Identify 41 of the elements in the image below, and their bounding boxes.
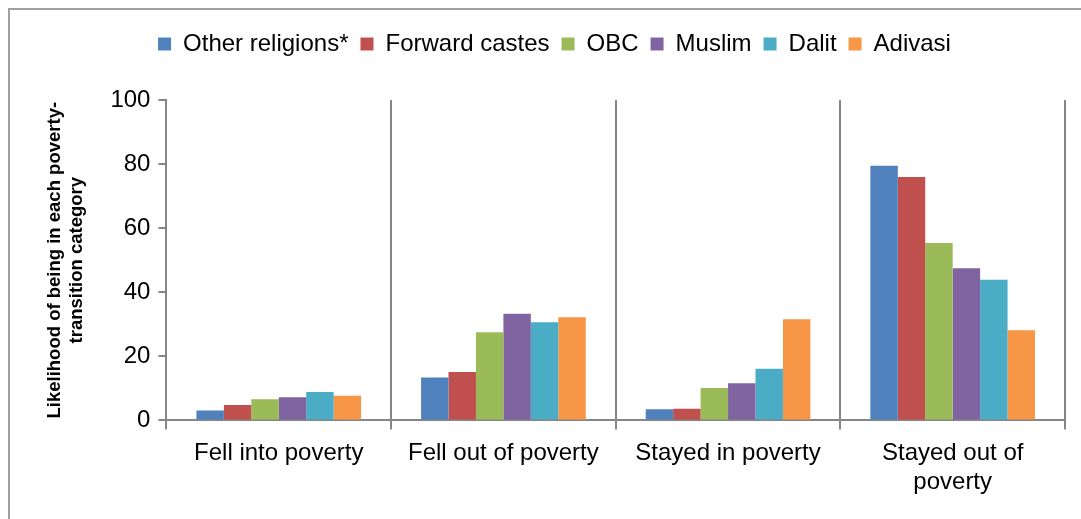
legend-label: Forward castes: [385, 28, 550, 56]
bar: [782, 319, 811, 420]
y-axis-title: Likelihood of being in each poverty-transition category: [43, 101, 87, 419]
bar: [700, 388, 729, 420]
y-tick-label: 20: [123, 340, 151, 368]
x-tick-label: Fell into poverty: [194, 438, 364, 466]
bar: [306, 391, 334, 420]
bar: [925, 242, 953, 420]
bar: [196, 410, 224, 420]
bar: [558, 317, 586, 420]
bar: [673, 408, 701, 420]
bar: [251, 399, 279, 420]
bar: [530, 322, 559, 420]
bar: [897, 176, 926, 420]
bar: [728, 383, 756, 420]
bar: [503, 313, 531, 420]
bar: [870, 165, 898, 420]
y-tick-label: 40: [123, 276, 151, 304]
bar: [448, 372, 476, 420]
bar: [980, 279, 1008, 420]
y-tick-label: 80: [123, 148, 151, 176]
y-tick-label: 60: [123, 212, 151, 240]
bar: [645, 409, 674, 420]
legend-label: OBC: [586, 28, 639, 56]
x-tick-label: Stayed out of poverty: [881, 438, 1024, 495]
legend-label: Dalit: [788, 28, 837, 56]
bar: [755, 368, 783, 420]
bar: [333, 395, 362, 420]
x-tick-label: Stayed in poverty: [635, 438, 821, 466]
legend-label: Adivasi: [873, 28, 951, 56]
bar: [223, 405, 252, 420]
bar: [475, 332, 504, 420]
x-tick-label: Fell out of poverty: [408, 438, 599, 466]
bar: [1007, 330, 1036, 420]
legend-label: Other religions*: [183, 28, 349, 56]
bar: [278, 397, 307, 420]
bar: [421, 377, 449, 420]
legend-label: Muslim: [675, 28, 752, 56]
y-tick-label: 100: [110, 84, 151, 112]
y-tick-label: 0: [137, 405, 151, 433]
bar: [952, 268, 981, 420]
